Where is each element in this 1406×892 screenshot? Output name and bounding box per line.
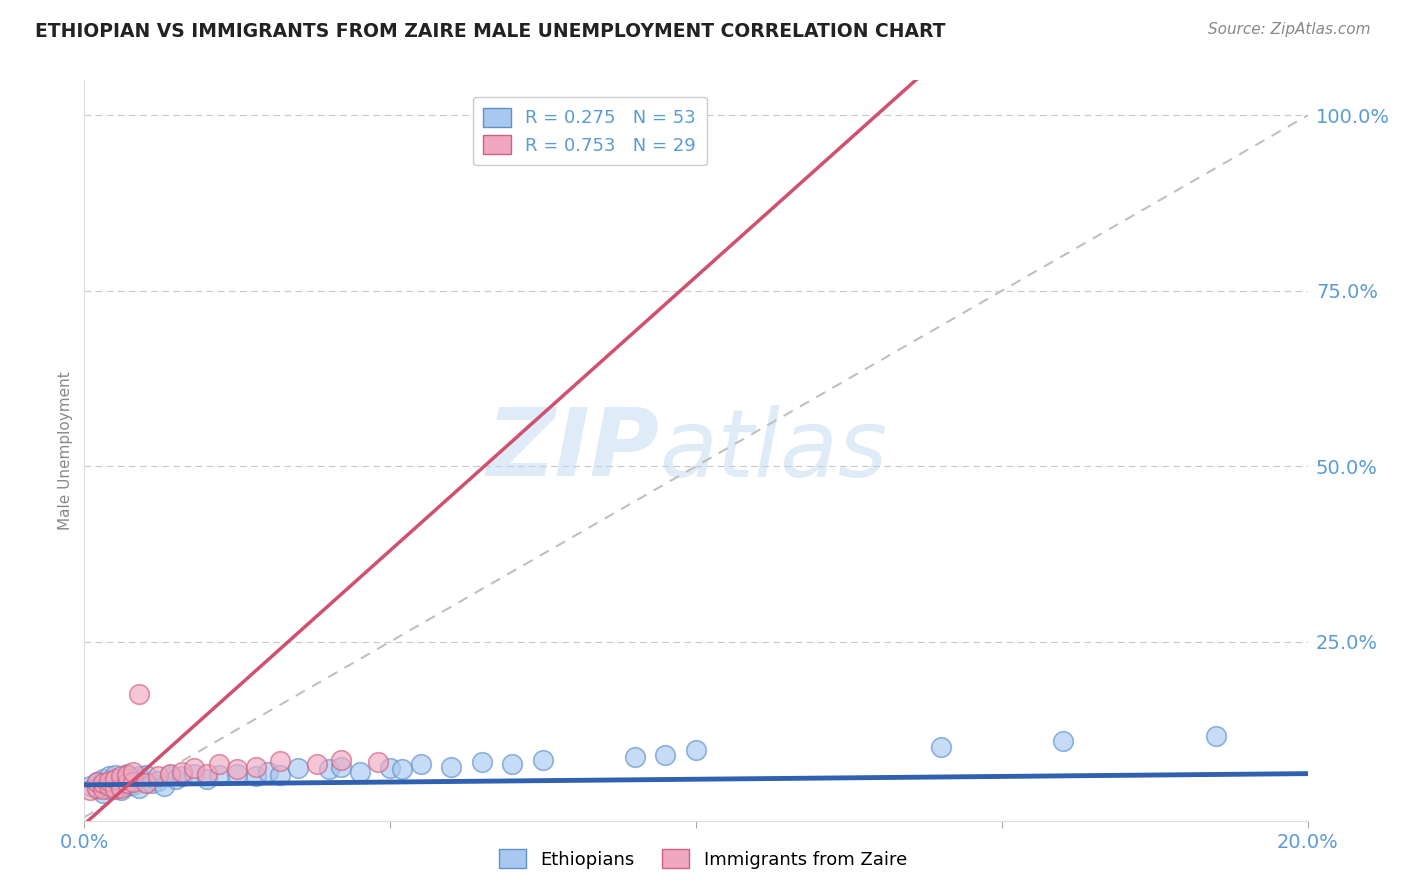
Point <box>104 780 127 795</box>
Point <box>226 763 249 777</box>
Point <box>110 780 132 795</box>
Point <box>122 764 145 779</box>
Point <box>122 771 145 785</box>
Point <box>159 768 181 782</box>
Point <box>153 779 176 793</box>
Point <box>104 772 127 786</box>
Point <box>929 739 952 754</box>
Point <box>165 772 187 786</box>
Point <box>349 764 371 779</box>
Point <box>287 761 309 775</box>
Point <box>86 775 108 789</box>
Point <box>141 776 163 790</box>
Point <box>91 779 114 793</box>
Point <box>245 759 267 773</box>
Point <box>269 768 291 782</box>
Text: ETHIOPIAN VS IMMIGRANTS FROM ZAIRE MALE UNEMPLOYMENT CORRELATION CHART: ETHIOPIAN VS IMMIGRANTS FROM ZAIRE MALE … <box>35 22 946 41</box>
Point <box>195 772 218 786</box>
Text: Source: ZipAtlas.com: Source: ZipAtlas.com <box>1208 22 1371 37</box>
Point <box>97 779 120 793</box>
Point <box>115 776 138 790</box>
Point <box>110 773 132 788</box>
Point <box>380 761 402 775</box>
Point <box>110 769 132 783</box>
Point <box>685 743 707 757</box>
Point <box>330 753 353 767</box>
Point <box>502 757 524 772</box>
Point <box>110 783 132 797</box>
Point <box>79 779 101 793</box>
Point <box>97 776 120 790</box>
Point <box>115 768 138 782</box>
Point <box>128 780 150 795</box>
Point <box>471 756 494 770</box>
Point <box>183 761 205 775</box>
Point <box>159 766 181 780</box>
Point <box>79 783 101 797</box>
Point <box>91 772 114 786</box>
Point <box>624 750 647 764</box>
Point <box>115 779 138 793</box>
Point <box>86 782 108 797</box>
Point <box>305 757 328 772</box>
Point <box>245 769 267 783</box>
Point <box>440 759 463 773</box>
Point <box>269 754 291 768</box>
Point <box>115 772 138 787</box>
Point <box>128 687 150 701</box>
Point <box>330 759 353 773</box>
Legend: Ethiopians, Immigrants from Zaire: Ethiopians, Immigrants from Zaire <box>492 841 914 876</box>
Point <box>367 756 389 770</box>
Point <box>86 775 108 789</box>
Y-axis label: Male Unemployment: Male Unemployment <box>58 371 73 530</box>
Point <box>97 773 120 788</box>
Point <box>91 786 114 800</box>
Point <box>1052 734 1074 748</box>
Point <box>183 766 205 780</box>
Point <box>104 775 127 789</box>
Point <box>91 776 114 790</box>
Point <box>172 769 194 783</box>
Point <box>208 768 231 782</box>
Point <box>208 757 231 772</box>
Point <box>172 764 194 779</box>
Point <box>1205 730 1227 744</box>
Point <box>146 773 169 788</box>
Point <box>135 775 157 789</box>
Point <box>195 766 218 780</box>
Point <box>104 782 127 797</box>
Text: ZIP: ZIP <box>486 404 659 497</box>
Point <box>135 776 157 790</box>
Point <box>122 778 145 792</box>
Point <box>122 775 145 789</box>
Point <box>86 780 108 795</box>
Point <box>97 769 120 783</box>
Point <box>115 766 138 780</box>
Point <box>146 769 169 783</box>
Point <box>97 782 120 797</box>
Point <box>318 763 340 777</box>
Point <box>257 764 280 779</box>
Point <box>226 766 249 780</box>
Point <box>104 768 127 782</box>
Point <box>91 782 114 797</box>
Point <box>409 757 432 772</box>
Text: atlas: atlas <box>659 405 887 496</box>
Legend: R = 0.275   N = 53, R = 0.753   N = 29: R = 0.275 N = 53, R = 0.753 N = 29 <box>472 96 707 165</box>
Point <box>654 748 676 763</box>
Point <box>391 763 413 777</box>
Point <box>135 768 157 782</box>
Point <box>531 753 554 767</box>
Point <box>128 769 150 783</box>
